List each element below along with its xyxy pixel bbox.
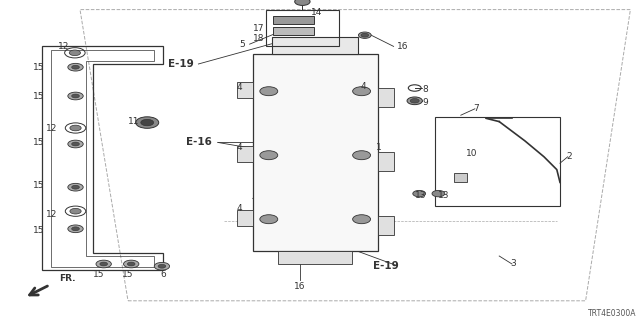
Circle shape <box>413 190 426 197</box>
Text: FR.: FR. <box>60 274 76 283</box>
Text: 11: 11 <box>128 117 140 126</box>
Circle shape <box>68 92 83 100</box>
Circle shape <box>353 151 371 160</box>
Polygon shape <box>237 210 253 226</box>
Text: 15: 15 <box>33 226 45 235</box>
Text: 17: 17 <box>253 24 264 33</box>
Circle shape <box>72 65 79 69</box>
Circle shape <box>141 119 154 126</box>
Text: E-19: E-19 <box>373 260 399 271</box>
Text: 15: 15 <box>33 92 45 100</box>
Text: 4: 4 <box>237 143 243 152</box>
Circle shape <box>70 208 81 214</box>
Text: 16: 16 <box>397 42 408 51</box>
Text: 9: 9 <box>422 98 428 107</box>
Polygon shape <box>272 37 358 54</box>
Text: 10: 10 <box>466 149 477 158</box>
Circle shape <box>260 215 278 224</box>
Text: 3: 3 <box>511 260 516 268</box>
Text: 13: 13 <box>438 191 449 200</box>
Circle shape <box>69 50 81 56</box>
Circle shape <box>72 94 79 98</box>
Text: 18: 18 <box>253 34 264 43</box>
Circle shape <box>260 87 278 96</box>
Polygon shape <box>237 82 253 98</box>
Circle shape <box>72 227 79 231</box>
Text: 5: 5 <box>239 40 245 49</box>
Circle shape <box>353 215 371 224</box>
Circle shape <box>68 183 83 191</box>
Circle shape <box>72 185 79 189</box>
Text: 12: 12 <box>46 210 58 219</box>
Text: 13: 13 <box>415 191 427 200</box>
Circle shape <box>154 262 170 270</box>
Text: TRT4E0300A: TRT4E0300A <box>588 309 637 318</box>
Text: 15: 15 <box>33 181 45 190</box>
Text: 7: 7 <box>474 104 479 113</box>
Circle shape <box>407 97 422 105</box>
Polygon shape <box>378 216 394 235</box>
Circle shape <box>361 33 369 37</box>
Circle shape <box>70 125 81 131</box>
Text: 6: 6 <box>161 270 166 279</box>
Circle shape <box>72 142 79 146</box>
Circle shape <box>294 0 310 5</box>
Circle shape <box>96 260 111 268</box>
Polygon shape <box>237 146 253 162</box>
Polygon shape <box>278 251 352 264</box>
Text: 1: 1 <box>376 143 382 152</box>
Circle shape <box>68 225 83 233</box>
Circle shape <box>136 117 159 128</box>
Text: 12: 12 <box>46 124 58 132</box>
Text: 15: 15 <box>33 138 45 147</box>
Text: 4: 4 <box>237 204 243 212</box>
Text: 4: 4 <box>360 82 366 91</box>
Circle shape <box>127 262 135 266</box>
Circle shape <box>260 151 278 160</box>
Polygon shape <box>454 173 467 182</box>
Polygon shape <box>253 54 378 251</box>
Polygon shape <box>273 27 314 35</box>
Circle shape <box>124 260 139 268</box>
Text: 15: 15 <box>122 270 134 279</box>
Text: 15: 15 <box>93 270 105 279</box>
Circle shape <box>410 99 419 103</box>
Circle shape <box>68 63 83 71</box>
Circle shape <box>158 264 166 268</box>
Circle shape <box>432 190 445 197</box>
Text: 4: 4 <box>237 83 243 92</box>
Circle shape <box>68 140 83 148</box>
Circle shape <box>353 87 371 96</box>
Text: 8: 8 <box>422 85 428 94</box>
Text: 2: 2 <box>566 152 572 161</box>
Polygon shape <box>273 16 314 24</box>
Text: 14: 14 <box>311 8 323 17</box>
Text: E-16: E-16 <box>186 137 211 148</box>
Polygon shape <box>378 152 394 171</box>
Circle shape <box>358 32 371 38</box>
Text: 15: 15 <box>33 63 45 72</box>
Circle shape <box>100 262 108 266</box>
Polygon shape <box>378 88 394 107</box>
Text: 16: 16 <box>294 282 305 291</box>
Text: E-19: E-19 <box>168 59 194 69</box>
Text: 12: 12 <box>58 42 70 51</box>
